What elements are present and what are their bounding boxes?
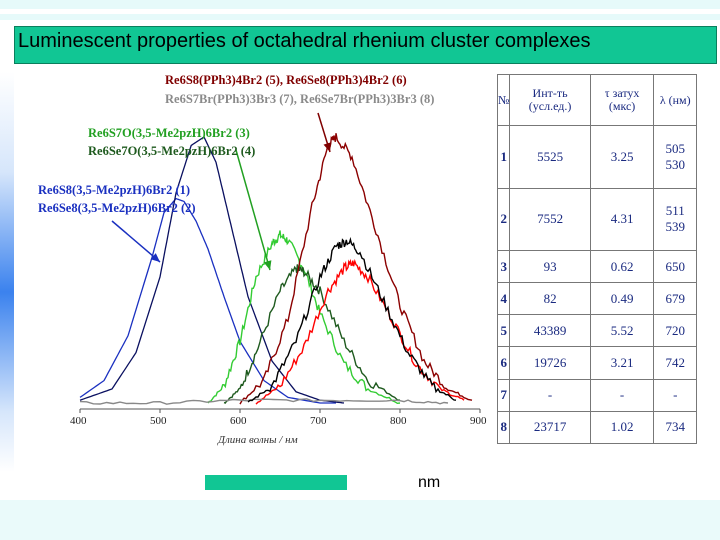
cell-lifetime: 5.52 — [589, 314, 655, 348]
table-row: 7 - - - — [496, 378, 697, 412]
annotation-arrow — [111, 220, 161, 263]
bottom-band — [0, 500, 720, 540]
cell-intensity: 93 — [509, 249, 591, 284]
cell-lifetime: 1.02 — [589, 410, 655, 445]
header-lifetime: τ затух (мкс) — [589, 73, 655, 127]
cell-lifetime: 3.25 — [589, 125, 655, 189]
cell-intensity: 7552 — [509, 187, 591, 251]
cell-wavelength: 505 530 — [653, 125, 697, 189]
x-tick-label: 600 — [230, 415, 247, 427]
cell-number: 7 — [496, 378, 511, 412]
series-line — [207, 230, 401, 405]
x-tick-label: 700 — [310, 415, 327, 427]
cell-lifetime: 0.49 — [589, 282, 655, 316]
cell-number: 6 — [496, 346, 511, 380]
cell-number: 8 — [496, 410, 511, 445]
cell-intensity: 5525 — [509, 125, 591, 189]
cell-wavelength: 720 — [653, 314, 697, 348]
cell-number: 2 — [496, 187, 511, 251]
header-intensity: Инт-ть (усл.ед.) — [509, 73, 591, 127]
series-line — [79, 398, 449, 405]
series-line — [255, 258, 465, 405]
series-line — [79, 197, 336, 404]
top-stripe — [0, 0, 720, 9]
cell-intensity: - — [509, 378, 591, 412]
table-row: 3 93 0.62 650 — [496, 249, 697, 284]
arrow-head — [323, 142, 332, 152]
x-tick-label: 900 — [470, 415, 487, 427]
unit-label: nm — [418, 474, 441, 491]
cell-wavelength: 734 — [653, 410, 697, 445]
cell-number: 1 — [496, 125, 511, 189]
legend-7-8: Re6S7Br(PPh3)3Br3 (7), Re6Se7Br(PPh3)3Br… — [165, 92, 435, 106]
cell-wavelength: 511 539 — [653, 187, 697, 251]
cell-number: 3 — [496, 249, 511, 284]
legend-3: Re6S7O(3,5-Me2pzH)6Br2 (3) — [88, 126, 250, 140]
legend-5-6: Re6S8(PPh3)4Br2 (5), Re6Se8(PPh3)4Br2 (6… — [165, 73, 407, 87]
table-row: 4 82 0.49 679 — [496, 282, 697, 316]
x-tick-label: 400 — [70, 415, 87, 427]
legend-2: Re6Se8(3,5-Me2pzH)6Br2 (2) — [38, 201, 196, 215]
series-line — [247, 236, 457, 403]
cell-intensity: 23717 — [509, 410, 591, 445]
cell-lifetime: 3.21 — [589, 346, 655, 380]
table-row: 8 23717 1.02 734 — [496, 410, 697, 445]
unit-bar — [205, 475, 347, 490]
header-number: № — [496, 73, 511, 127]
legend-1: Re6S8(3,5-Me2pzH)6Br2 (1) — [38, 183, 191, 197]
cell-wavelength: - — [653, 378, 697, 412]
series-line — [223, 264, 401, 404]
legend-4: Re6Se7O(3,5-Me2pzH)6Br2 (4) — [88, 144, 256, 158]
cell-number: 5 — [496, 314, 511, 348]
cell-wavelength: 742 — [653, 346, 697, 380]
table-row: 5 43389 5.52 720 — [496, 314, 697, 348]
x-tick-label: 800 — [390, 415, 407, 427]
top-stripe-2 — [0, 14, 720, 20]
left-accent-bar — [0, 72, 14, 472]
x-axis-title: Длина волны / нм — [218, 434, 298, 446]
cell-intensity: 19726 — [509, 346, 591, 380]
cell-wavelength: 679 — [653, 282, 697, 316]
cell-intensity: 82 — [509, 282, 591, 316]
arrow-head — [150, 253, 160, 262]
slide-title: Luminescent properties of octahedral rhe… — [18, 30, 591, 52]
x-tick-label: 500 — [150, 415, 167, 427]
cell-lifetime: 4.31 — [589, 187, 655, 251]
arrow-head — [263, 260, 272, 270]
title-banner — [14, 26, 717, 64]
cell-intensity: 43389 — [509, 314, 591, 348]
table-row: 1 5525 3.25 505 530 — [496, 125, 697, 189]
series-line — [239, 133, 473, 405]
cell-wavelength: 650 — [653, 249, 697, 284]
properties-table: № Инт-ть (усл.ед.) τ затух (мкс) λ (нм) … — [496, 73, 697, 445]
table-row: 2 7552 4.31 511 539 — [496, 187, 697, 251]
annotation-arrow — [235, 149, 271, 271]
series-line — [79, 136, 345, 404]
cell-lifetime: 0.62 — [589, 249, 655, 284]
table-row: 6 19726 3.21 742 — [496, 346, 697, 380]
table-header-row: № Инт-ть (усл.ед.) τ затух (мкс) λ (нм) — [496, 73, 697, 127]
cell-number: 4 — [496, 282, 511, 316]
header-wavelength: λ (нм) — [653, 73, 697, 127]
cell-lifetime: - — [589, 378, 655, 412]
